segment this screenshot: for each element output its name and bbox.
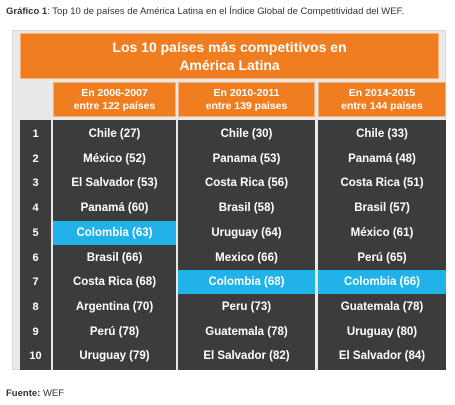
country-cell: El Salvador (82): [203, 350, 290, 363]
country-cell: Costa Rica (51): [340, 177, 424, 190]
column-header-2006: En 2006-2007 entre 122 países: [53, 82, 176, 117]
country-cell: Uruguay (64): [211, 226, 282, 239]
column-header-line2: entre 139 países: [205, 99, 288, 112]
country-cell: Peru (73): [221, 300, 272, 313]
rank-number: 10: [29, 350, 42, 363]
highlighted-country-cell: Colombia (66): [318, 270, 446, 295]
country-cell: Chile (30): [220, 128, 273, 140]
rank-number: 8: [32, 300, 39, 313]
country-cell: Costa Rica (68): [72, 276, 157, 289]
table-title-line2: América Latina: [179, 57, 280, 73]
highlighted-country-cell: Colombia (63): [53, 220, 176, 245]
country-cell: Perú (65): [357, 251, 407, 264]
caption-text: : Top 10 de países de América Latina en …: [47, 6, 404, 17]
rank-number: 5: [32, 226, 39, 239]
column-header-line1: En 2014-2015: [348, 86, 416, 99]
country-cell: Perú (78): [89, 325, 140, 338]
source-text: WEF: [40, 388, 65, 399]
rank-number: 2: [32, 152, 39, 165]
country-cell: México (61): [350, 226, 414, 239]
table-title-line1: Los 10 países más competitivos en: [112, 39, 347, 55]
figure-caption: Gráfico 1: Top 10 de países de América L…: [6, 6, 404, 17]
country-cell: Costa Rica (56): [204, 177, 289, 190]
highlighted-country-cell: Colombia (68): [178, 270, 315, 295]
column-header-line1: En 2006-2007: [81, 86, 148, 99]
country-cell: Brasil (66): [86, 251, 143, 264]
table-title-banner: Los 10 países más competitivos en Améric…: [20, 33, 439, 79]
country-cell: Argentina (70): [75, 300, 154, 313]
ranking-column-2014: Chile (33) Panamá (48) Costa Rica (51) Bras…: [318, 120, 446, 370]
caption-prefix: Gráfico 1: [6, 6, 48, 17]
column-header-line1: En 2010-2011: [213, 86, 280, 99]
source-prefix: Fuente:: [6, 388, 41, 399]
source-note: Fuente: WEF: [6, 388, 64, 399]
country-cell: El Salvador (84): [338, 350, 426, 363]
rank-number: 1: [32, 128, 39, 140]
country-cell: Guatemala (78): [205, 325, 288, 338]
rank-number: 4: [32, 202, 39, 215]
country-cell: Uruguay (79): [79, 350, 150, 363]
country-cell: Uruguay (80): [346, 325, 418, 338]
country-cell: El Salvador (53): [71, 177, 158, 190]
country-cell: Chile (33): [356, 128, 408, 140]
column-header-2014: En 2014-2015 entre 144 países: [318, 82, 446, 117]
country-cell: Brasil (57): [354, 202, 410, 215]
column-header-line2: entre 144 países: [341, 99, 423, 112]
country-cell: México (52): [83, 152, 146, 165]
rank-number: 9: [32, 325, 39, 338]
ranking-column-2010: Chile (30) Panama (53) Costa Rica (56) Bras…: [178, 120, 315, 370]
country-cell: Mexico (66): [215, 251, 278, 264]
column-header-2010: En 2010-2011 entre 139 países: [178, 82, 315, 117]
rank-column: 1 2 3 4 5 6 7 8 9 10: [20, 120, 51, 370]
country-cell: Brasil (58): [218, 202, 275, 215]
rank-number: 7: [32, 276, 39, 289]
country-cell: Panamá (48): [348, 152, 416, 165]
country-cell: Panama (53): [212, 152, 281, 165]
country-cell: Panamá (60): [80, 202, 149, 215]
column-header-line2: entre 122 países: [73, 99, 156, 112]
country-cell: Chile (27): [88, 128, 141, 140]
ranking-column-2006: Chile (27) México (52) El Salvador (53) Pan…: [53, 120, 176, 370]
country-cell: Guatemala (78): [340, 300, 424, 313]
rank-number: 6: [32, 251, 39, 264]
rank-number: 3: [32, 177, 39, 190]
